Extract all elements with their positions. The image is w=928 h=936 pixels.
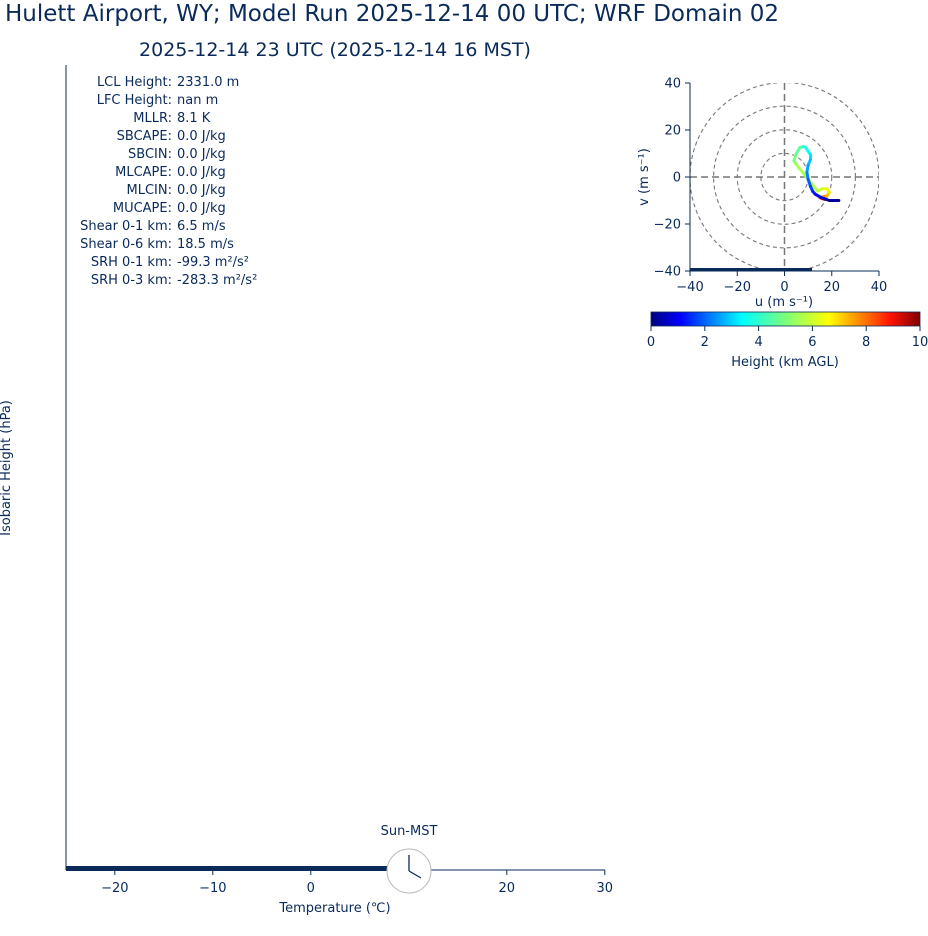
param-label: MLCAPE: — [115, 165, 172, 180]
hodograph-x-tick-label: 20 — [823, 280, 840, 295]
param-value: 8.1 K — [177, 111, 211, 126]
hodograph-y-label: v (m s⁻¹) — [637, 148, 652, 206]
param-label: SBCAPE: — [117, 129, 172, 144]
hodograph-trace — [792, 144, 841, 202]
param-value: -283.3 m²/s² — [177, 273, 257, 288]
param-label: Shear 0-6 km: — [80, 237, 172, 252]
param-value: 2331.0 m — [177, 75, 239, 90]
skew-t-chart: 1002003004005006007008009001000 −20−1001… — [0, 65, 613, 916]
param-value: 0.0 J/kg — [177, 147, 226, 162]
x-tick-label: 0 — [307, 881, 315, 896]
x-axis-label: Temperature (℃) — [278, 901, 390, 916]
clock-label: Sun-MST — [381, 824, 438, 839]
param-label: MUCAPE: — [113, 201, 172, 216]
colorbar-tick-label: 0 — [647, 335, 655, 350]
hodograph-ticks: −40 −20 0 20 40 −40 −20 0 20 40 — [654, 77, 888, 296]
daylight-bar — [66, 866, 391, 871]
hodograph-y-tick-label: 40 — [664, 77, 681, 92]
hodograph-x-tick-label: 0 — [780, 280, 788, 295]
clock-hour-hand — [408, 870, 422, 879]
param-label: SRH 0-3 km: — [91, 273, 172, 288]
hodograph-y-tick-label: 20 — [664, 124, 681, 139]
figure-subtitle: 2025-12-14 23 UTC (2025-12-14 16 MST) — [139, 39, 531, 61]
param-value: 0.0 J/kg — [177, 129, 226, 144]
hodograph-x-tick-label: −40 — [676, 280, 703, 295]
colorbar-tick-label: 4 — [754, 335, 762, 350]
param-label: SBCIN: — [128, 147, 172, 162]
hodograph-x-label: u (m s⁻¹) — [755, 295, 813, 310]
hodograph-chart: −40 −20 0 20 40 −40 −20 0 20 40 u (m s⁻¹) v (m s⁻… — [637, 77, 887, 311]
x-tick-label: 20 — [499, 881, 516, 896]
colorbar-tick-label: 6 — [808, 335, 816, 350]
param-label: LCL Height: — [97, 75, 172, 90]
colorbar-tick-label: 8 — [862, 335, 870, 350]
height-colorbar: 0 2 4 6 8 10 Height (km AGL) — [647, 311, 928, 370]
param-label: MLLR: — [133, 111, 172, 126]
figure-title: Hulett Airport, WY; Model Run 2025-12-14… — [5, 1, 779, 27]
param-label: Shear 0-1 km: — [80, 219, 172, 234]
colorbar-label: Height (km AGL) — [731, 355, 839, 370]
hodograph-x-tick-label: −20 — [724, 280, 751, 295]
param-value: 0.0 J/kg — [177, 165, 226, 180]
colorbar-tick-label: 10 — [912, 335, 928, 350]
x-tick-label: −20 — [101, 881, 128, 896]
param-label: MLCIN: — [127, 183, 172, 198]
param-value: nan m — [177, 93, 218, 108]
local-time-clock: Sun-MST — [381, 824, 438, 894]
param-value: 0.0 J/kg — [177, 201, 226, 216]
y-axis-label: Isobaric Height (hPa) — [0, 400, 14, 536]
param-label: LFC Height: — [97, 93, 172, 108]
hodograph-y-tick-label: 0 — [673, 171, 681, 186]
x-tick-label: 30 — [597, 881, 614, 896]
param-label: SRH 0-1 km: — [91, 255, 172, 270]
x-axis-ticks: −20−100102030 — [101, 870, 613, 896]
colorbar-ticks: 0 2 4 6 8 10 — [647, 326, 928, 350]
param-value: 0.0 J/kg — [177, 183, 226, 198]
param-value: 18.5 m/s — [177, 237, 234, 252]
colorbar-tick-label: 2 — [701, 335, 709, 350]
sounding-parameters: LCL Height: 2331.0 m LFC Height: nan m MLLR:… — [80, 75, 257, 288]
hodograph-y-tick-label: −20 — [654, 218, 681, 233]
hodograph-bottom-bar — [690, 268, 812, 271]
param-value: 6.5 m/s — [177, 219, 226, 234]
param-value: -99.3 m²/s² — [177, 255, 249, 270]
colorbar-gradient — [650, 311, 921, 327]
hodograph-y-tick-label: −40 — [654, 265, 681, 280]
hodograph-x-tick-label: 40 — [871, 280, 888, 295]
x-tick-label: −10 — [199, 881, 226, 896]
